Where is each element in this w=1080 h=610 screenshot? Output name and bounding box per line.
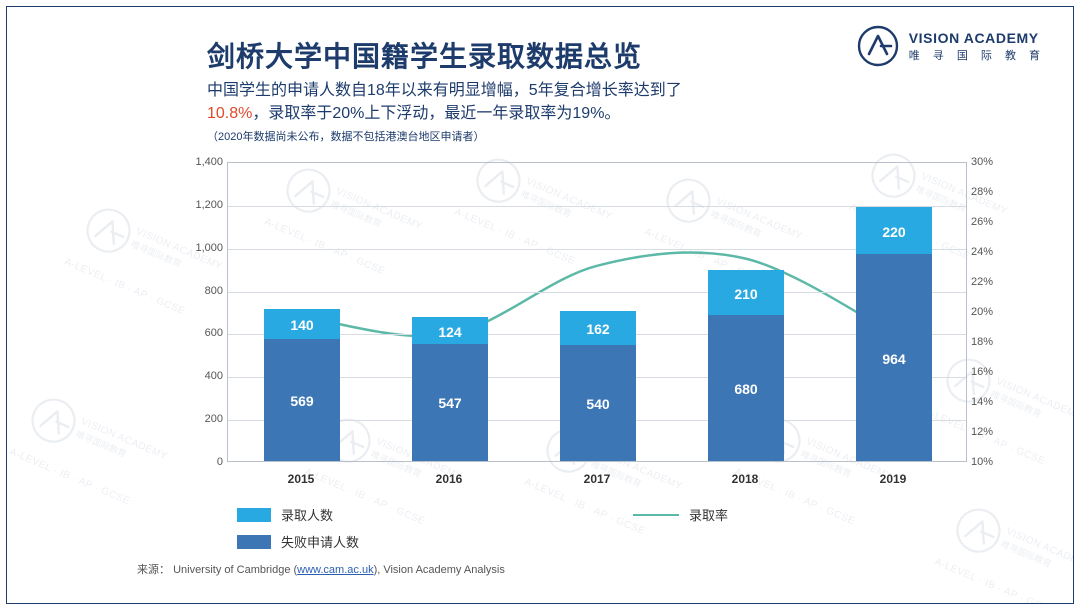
y-left-tick: 1,000 — [177, 242, 223, 254]
svg-text:唯寻国际教育: 唯寻国际教育 — [129, 238, 183, 269]
chart: 569 140 547 124 540 162 680 210 964 220 0 200 400 60… — [177, 162, 1017, 492]
svg-text:A-LEVEL · IB · AP · GCSE: A-LEVEL · IB · AP · GCSE — [8, 447, 132, 508]
svg-text:唯寻国际教育: 唯寻国际教育 — [74, 428, 128, 459]
swatch-admit — [237, 508, 271, 522]
bar-fail-value: 540 — [560, 396, 637, 412]
bar-admit: 220 — [856, 207, 933, 254]
bar-group: 569 140 — [264, 309, 341, 461]
logo-text: VISION ACADEMY 唯 寻 国 际 教 育 — [909, 30, 1045, 63]
bar-fail: 680 — [708, 315, 785, 461]
y-right-tick: 30% — [971, 156, 1017, 168]
legend-rate: 录取率 — [633, 505, 728, 524]
legend-fail: 失败申请人数 — [237, 532, 359, 551]
svg-text:VISION ACADEMY: VISION ACADEMY — [79, 416, 169, 462]
slide-note: （2020年数据尚未公布，数据不包括港澳台地区申请者） — [207, 128, 1033, 144]
svg-text:唯寻国际教育: 唯寻国际教育 — [999, 538, 1053, 569]
bar-group: 547 124 — [412, 317, 489, 461]
bar-group: 964 220 — [856, 207, 933, 461]
y-right-tick: 22% — [971, 276, 1017, 288]
bar-admit: 210 — [708, 270, 785, 315]
bar-fail-value: 547 — [412, 395, 489, 411]
y-right-tick: 24% — [971, 246, 1017, 258]
x-tick: 2016 — [436, 472, 463, 486]
y-right-tick: 12% — [971, 426, 1017, 438]
bar-admit-value: 162 — [560, 321, 637, 337]
source-link[interactable]: www.cam.ac.uk — [297, 564, 373, 576]
logo-icon — [857, 25, 899, 67]
bar-admit-value: 124 — [412, 324, 489, 340]
slide-subtitle: 中国学生的申请人数自18年以来有明显增幅，5年复合增长率达到了 10.8%，录取… — [207, 79, 1033, 125]
bar-fail: 547 — [412, 344, 489, 461]
bar-fail-value: 569 — [264, 393, 341, 409]
y-right-tick: 26% — [971, 216, 1017, 228]
source-text-b: ), Vision Academy Analysis — [374, 564, 505, 576]
bar-fail: 540 — [560, 345, 637, 461]
bar-fail-value: 964 — [856, 351, 933, 367]
svg-text:A-LEVEL · IB · AP · GCSE: A-LEVEL · IB · AP · GCSE — [933, 557, 1057, 603]
chart-plot-area: 569 140 547 124 540 162 680 210 964 220 — [227, 162, 967, 462]
bar-admit-value: 220 — [856, 224, 933, 240]
legend-admit-label: 录取人数 — [281, 505, 333, 524]
y-right-tick: 18% — [971, 336, 1017, 348]
x-tick: 2019 — [880, 472, 907, 486]
subtitle-accent: 10.8% — [207, 105, 252, 122]
logo-text-cn: 唯 寻 国 际 教 育 — [909, 47, 1045, 63]
swatch-fail — [237, 535, 271, 549]
swatch-rate — [633, 508, 679, 522]
x-tick: 2017 — [584, 472, 611, 486]
source-text-a: University of Cambridge ( — [173, 564, 297, 576]
svg-text:A-LEVEL · IB · AP · GCSE: A-LEVEL · IB · AP · GCSE — [63, 257, 187, 318]
x-tick: 2015 — [288, 472, 315, 486]
bar-admit-value: 210 — [708, 286, 785, 302]
source-prefix: 来源： — [137, 564, 170, 576]
y-right-tick: 14% — [971, 396, 1017, 408]
bar-admit: 140 — [264, 309, 341, 339]
bar-group: 680 210 — [708, 270, 785, 461]
brand-logo: VISION ACADEMY 唯 寻 国 际 教 育 — [857, 25, 1045, 67]
bar-fail-value: 680 — [708, 381, 785, 397]
svg-text:VISION ACADEMY: VISION ACADEMY — [1004, 526, 1073, 572]
legend: 录取人数 录取率 失败申请人数 — [237, 505, 728, 551]
bar-admit-value: 140 — [264, 317, 341, 333]
y-left-tick: 1,200 — [177, 199, 223, 211]
x-tick: 2018 — [732, 472, 759, 486]
y-left-tick: 400 — [177, 370, 223, 382]
legend-admit: 录取人数 — [237, 505, 333, 524]
bar-group: 540 162 — [560, 311, 637, 461]
subtitle-part-b: ，录取率于20%上下浮动，最近一年录取率为19%。 — [252, 105, 620, 122]
legend-fail-label: 失败申请人数 — [281, 532, 359, 551]
y-right-tick: 20% — [971, 306, 1017, 318]
subtitle-part-a: 中国学生的申请人数自18年以来有明显增幅，5年复合增长率达到了 — [207, 82, 682, 99]
y-right-tick: 28% — [971, 186, 1017, 198]
y-right-tick: 16% — [971, 366, 1017, 378]
bar-fail: 964 — [856, 254, 933, 461]
logo-text-en: VISION ACADEMY — [909, 30, 1045, 46]
bar-fail: 569 — [264, 339, 341, 461]
y-left-tick: 600 — [177, 327, 223, 339]
y-left-tick: 0 — [177, 456, 223, 468]
bar-admit: 124 — [412, 317, 489, 344]
source-line: 来源： University of Cambridge (www.cam.ac.… — [137, 561, 505, 577]
y-left-tick: 1,400 — [177, 156, 223, 168]
bar-admit: 162 — [560, 311, 637, 346]
y-right-tick: 10% — [971, 456, 1017, 468]
y-left-tick: 200 — [177, 413, 223, 425]
y-left-tick: 800 — [177, 285, 223, 297]
legend-rate-label: 录取率 — [689, 505, 728, 524]
slide-frame: VISION ACADEMY 唯寻国际教育 A-LEVEL · IB · AP … — [6, 6, 1074, 604]
